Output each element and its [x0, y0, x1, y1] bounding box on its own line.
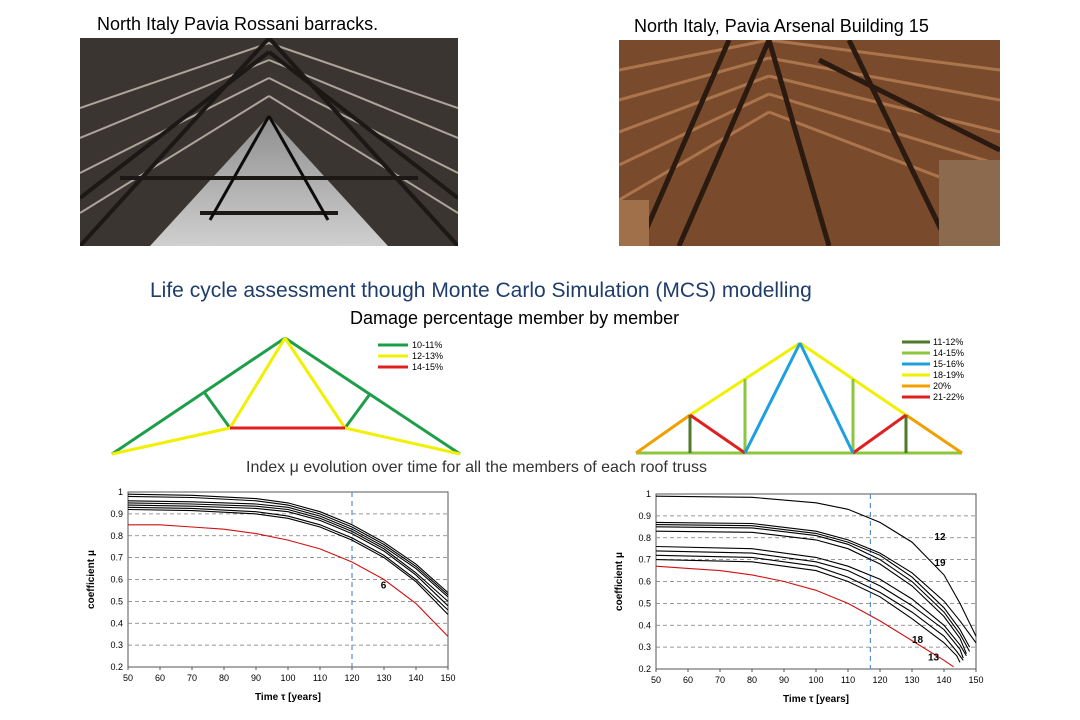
series-line-3 — [655, 526, 971, 652]
legend-label: 10-11% — [412, 340, 442, 350]
y-tick-label: 0.7 — [110, 553, 123, 563]
series-line-8 — [655, 559, 961, 663]
series-line-2 — [655, 524, 971, 648]
x-tick-label: 130 — [904, 675, 919, 685]
y-tick-label: 0.2 — [110, 662, 123, 672]
x-tick-label: 130 — [376, 673, 391, 683]
x-tick-label: 140 — [408, 673, 423, 683]
curve-annotation: 6 — [381, 580, 387, 591]
legend-label: 14-15% — [933, 348, 964, 358]
series-line-1 — [655, 521, 977, 644]
x-tick-label: 50 — [123, 673, 133, 683]
right-truss-diagram: 11-12% 14-15% 15-16% 18-19% 20% 21-22% — [635, 337, 964, 455]
y-tick-label: 0.4 — [110, 618, 123, 628]
left-truss-diagram: 10-11% 12-13% 14-15% — [111, 336, 461, 456]
photo-caption-right: North Italy, Pavia Arsenal Building 15 — [634, 16, 929, 36]
y-tick-label: 0.6 — [638, 577, 651, 587]
y-tick-label: 0.9 — [638, 511, 651, 521]
page-title: Life cycle assessment though Monte Carlo… — [150, 279, 812, 302]
series-line-1 — [127, 495, 449, 596]
plot-area — [655, 493, 977, 670]
x-tick-label: 50 — [651, 675, 661, 685]
x-tick-label: 80 — [219, 673, 229, 683]
x-tick-label: 110 — [313, 673, 327, 683]
y-tick-label: 0.5 — [110, 596, 123, 606]
rossani-barracks-roof-photo — [80, 38, 458, 246]
series-line-4 — [655, 530, 967, 654]
x-axis-label: Time τ [years] — [255, 692, 321, 703]
legend-label: 14-15% — [412, 362, 443, 372]
series-line-9 — [655, 565, 954, 668]
y-tick-label: 0.3 — [638, 642, 651, 652]
y-tick-label: 0.6 — [110, 575, 123, 585]
y-tick-label: 0.9 — [110, 509, 123, 519]
y-tick-label: 0.8 — [638, 533, 651, 543]
series-line-0 — [127, 493, 449, 594]
series-line-0 — [655, 495, 977, 637]
y-tick-label: 1 — [646, 489, 651, 499]
curve-annotation: 18 — [912, 635, 924, 646]
x-tick-label: 100 — [280, 673, 295, 683]
y-tick-label: 0.4 — [638, 620, 651, 630]
y-tick-label: 1 — [118, 487, 123, 497]
series-line-3 — [127, 502, 449, 602]
x-tick-label: 90 — [779, 675, 789, 685]
curve-annotation: 19 — [934, 558, 946, 569]
series-line-2 — [127, 500, 449, 598]
x-tick-label: 140 — [936, 675, 951, 685]
x-tick-label: 60 — [155, 673, 165, 683]
y-tick-label: 0.7 — [638, 555, 651, 565]
index-subtitle: Index μ evolution over time for all the … — [246, 459, 707, 476]
series-line-4 — [127, 504, 449, 607]
x-axis-label: Time τ [years] — [783, 694, 849, 705]
legend-label: 18-19% — [933, 370, 964, 380]
x-tick-label: 120 — [872, 675, 887, 685]
arsenal-building-roof-photo — [619, 40, 1000, 246]
y-axis-label: coefficient μ — [614, 552, 625, 611]
y-tick-label: 0.8 — [110, 531, 123, 541]
series-line-5 — [127, 506, 449, 611]
series-line-6 — [127, 508, 449, 615]
x-tick-label: 110 — [841, 675, 855, 685]
series-line-7 — [655, 554, 964, 661]
series-line-6 — [655, 550, 964, 659]
curve-annotation: 13 — [928, 652, 940, 663]
x-tick-label: 100 — [808, 675, 823, 685]
x-tick-label: 120 — [344, 673, 359, 683]
left-truss-legend: 10-11% 12-13% 14-15% — [378, 340, 443, 372]
legend-label: 11-12% — [933, 337, 963, 347]
damage-subtitle: Damage percentage member by member — [350, 308, 680, 328]
x-tick-label: 90 — [251, 673, 261, 683]
x-tick-label: 70 — [715, 675, 725, 685]
x-tick-label: 150 — [968, 675, 983, 685]
y-axis-label: coefficient μ — [86, 550, 97, 609]
y-tick-label: 0.3 — [110, 640, 123, 650]
series-line-5 — [655, 545, 967, 657]
legend-label: 15-16% — [933, 359, 964, 369]
series-line-7 — [128, 524, 449, 637]
y-tick-label: 0.2 — [638, 664, 651, 674]
right-truss-legend: 11-12% 14-15% 15-16% 18-19% 20% 21-22% — [902, 337, 964, 402]
x-tick-label: 70 — [187, 673, 197, 683]
legend-label: 21-22% — [933, 392, 964, 402]
x-tick-label: 80 — [747, 675, 757, 685]
curve-annotation: 12 — [934, 532, 946, 543]
legend-label: 20% — [933, 381, 951, 391]
y-tick-label: 0.5 — [638, 598, 651, 608]
x-tick-label: 150 — [440, 673, 455, 683]
photo-caption-left: North Italy Pavia Rossani barracks. — [97, 14, 379, 34]
legend-label: 12-13% — [412, 351, 443, 361]
x-tick-label: 60 — [683, 675, 693, 685]
